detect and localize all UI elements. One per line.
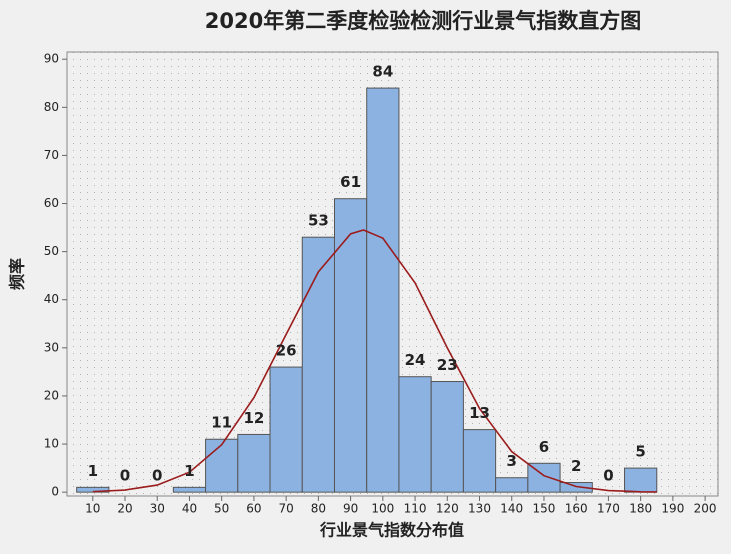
x-tick-label: 160 bbox=[565, 502, 588, 516]
value-label: 11 bbox=[211, 414, 232, 432]
bar bbox=[495, 477, 529, 493]
x-tick-label: 150 bbox=[533, 502, 556, 516]
y-tick-label: 0 bbox=[51, 485, 59, 499]
value-label: 6 bbox=[539, 438, 549, 456]
value-label: 61 bbox=[340, 173, 361, 191]
value-label: 13 bbox=[469, 404, 490, 422]
y-tick-label: 20 bbox=[44, 388, 59, 402]
x-tick-label: 20 bbox=[117, 502, 132, 516]
x-tick-label: 130 bbox=[468, 502, 491, 516]
x-tick-label: 120 bbox=[436, 502, 459, 516]
value-label: 0 bbox=[603, 467, 613, 485]
y-tick-label: 60 bbox=[44, 196, 59, 210]
x-tick-label: 70 bbox=[279, 502, 294, 516]
x-tick-label: 10 bbox=[85, 502, 100, 516]
value-label: 23 bbox=[437, 356, 458, 374]
x-tick-label: 170 bbox=[597, 502, 620, 516]
bar bbox=[205, 438, 239, 493]
y-tick-label: 70 bbox=[44, 148, 59, 162]
value-label: 26 bbox=[276, 342, 297, 360]
value-label: 5 bbox=[635, 443, 645, 461]
bar bbox=[366, 87, 400, 493]
x-tick-label: 180 bbox=[629, 502, 652, 516]
x-tick-label: 190 bbox=[661, 502, 684, 516]
y-tick-label: 40 bbox=[44, 292, 59, 306]
chart-title: 2020年第二季度检验检测行业景气指数直方图 bbox=[205, 9, 641, 33]
x-tick-label: 110 bbox=[404, 502, 427, 516]
bar bbox=[624, 467, 658, 493]
value-label: 24 bbox=[405, 351, 426, 369]
bar bbox=[333, 198, 368, 493]
x-tick-label: 50 bbox=[214, 502, 229, 516]
y-tick-label: 80 bbox=[44, 100, 59, 114]
y-tick-label: 10 bbox=[44, 437, 59, 451]
x-tick-label: 90 bbox=[343, 502, 358, 516]
x-tick-label: 30 bbox=[150, 502, 165, 516]
bar bbox=[430, 381, 464, 493]
bar bbox=[559, 482, 593, 493]
bar bbox=[237, 433, 271, 493]
y-tick-label: 90 bbox=[44, 52, 59, 66]
value-label: 1 bbox=[184, 462, 194, 480]
value-label: 1 bbox=[88, 462, 98, 480]
y-tick-label: 30 bbox=[44, 340, 59, 354]
x-tick-label: 100 bbox=[371, 502, 394, 516]
x-tick-label: 140 bbox=[500, 502, 523, 516]
x-tick-label: 60 bbox=[246, 502, 261, 516]
value-label: 53 bbox=[308, 212, 329, 230]
value-label: 2 bbox=[571, 457, 581, 475]
bar bbox=[301, 236, 335, 493]
bar bbox=[269, 366, 303, 493]
value-label: 12 bbox=[243, 409, 264, 427]
x-tick-label: 80 bbox=[311, 502, 326, 516]
fit-curve bbox=[92, 229, 657, 493]
bar bbox=[462, 429, 497, 493]
y-axis-label: 频率 bbox=[8, 258, 27, 290]
bar bbox=[76, 486, 110, 493]
x-axis-label: 行业景气指数分布值 bbox=[319, 521, 464, 540]
bar bbox=[398, 376, 432, 493]
value-label: 84 bbox=[372, 63, 393, 81]
value-label: 0 bbox=[152, 467, 162, 485]
y-tick-label: 50 bbox=[44, 244, 59, 258]
x-tick-label: 200 bbox=[694, 502, 717, 516]
x-tick-label: 40 bbox=[182, 502, 197, 516]
value-label: 0 bbox=[120, 467, 130, 485]
value-label: 3 bbox=[507, 452, 517, 470]
bar bbox=[172, 486, 207, 493]
